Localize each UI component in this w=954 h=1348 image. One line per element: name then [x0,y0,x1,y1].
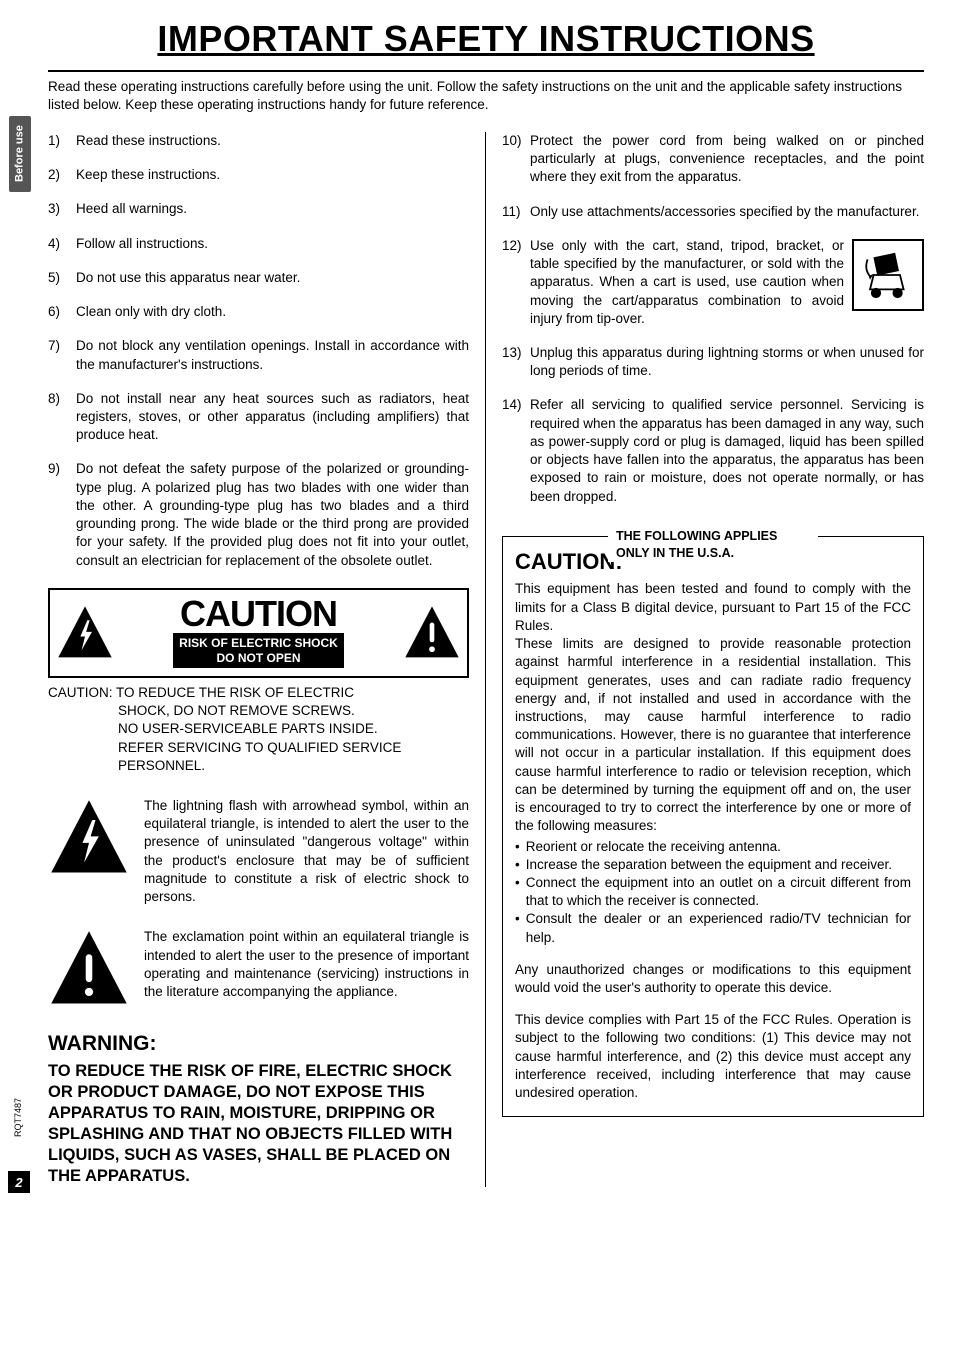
page-title: IMPORTANT SAFETY INSTRUCTIONS [48,15,924,72]
usa-p3: Any unauthorized changes or modification… [515,961,911,997]
list-text: Unplug this apparatus during lightning s… [530,344,924,380]
instruction-item-12: 12) Use only with the cart, stand, tripo… [502,237,924,328]
caution-sub: RISK OF ELECTRIC SHOCK DO NOT OPEN [173,633,344,668]
list-item: 2)Keep these instructions. [48,166,469,184]
list-item: 3)Heed all warnings. [48,200,469,218]
two-column-layout: 1)Read these instructions.2)Keep these i… [48,132,924,1187]
list-item: 7)Do not block any ventilation openings.… [48,337,469,373]
bullet-item: Consult the dealer or an experienced rad… [515,910,911,946]
fcc-usa-box: THE FOLLOWING APPLIES ONLY IN THE U.S.A.… [502,536,924,1118]
lightning-triangle-icon [48,797,130,879]
list-text: Refer all servicing to qualified service… [530,396,924,505]
section-tab: Before use [9,116,31,192]
page-number: 2 [8,1171,30,1193]
list-item: 5)Do not use this apparatus near water. [48,269,469,287]
usa-legend: THE FOLLOWING APPLIES ONLY IN THE U.S.A. [608,528,818,562]
instruction-list-right-a: 10)Protect the power cord from being wal… [502,132,924,221]
bullet-item: Reorient or relocate the receiving anten… [515,838,911,856]
list-number: 1) [48,132,76,150]
usa-bullets: Reorient or relocate the receiving anten… [515,838,911,947]
list-number: 10) [502,132,530,187]
list-text: Keep these instructions. [76,166,469,184]
exclamation-explain-row: The exclamation point within an equilate… [48,928,469,1010]
caution-center: CAUTION RISK OF ELECTRIC SHOCK DO NOT OP… [122,598,395,668]
list-number: 2) [48,166,76,184]
intro-paragraph: Read these operating instructions carefu… [48,78,924,114]
list-number: 9) [48,460,76,569]
list-text: Do not block any ventilation openings. I… [76,337,469,373]
list-text: Do not install near any heat sources suc… [76,390,469,445]
list-number: 4) [48,235,76,253]
warning-block: WARNING: TO REDUCE THE RISK OF FIRE, ELE… [48,1030,469,1187]
list-text: Only use attachments/accessories specifi… [530,203,924,221]
list-text: Follow all instructions. [76,235,469,253]
list-text: Do not use this apparatus near water. [76,269,469,287]
list-item: 8)Do not install near any heat sources s… [48,390,469,445]
list-item: 6)Clean only with dry cloth. [48,303,469,321]
list-item: 10)Protect the power cord from being wal… [502,132,924,187]
list-number: 12) [502,237,530,328]
list-number: 5) [48,269,76,287]
document-code: RQT7487 [12,1098,24,1137]
list-text: Protect the power cord from being walked… [530,132,924,187]
caution-plate: CAUTION RISK OF ELECTRIC SHOCK DO NOT OP… [48,588,469,678]
list-item: 1)Read these instructions. [48,132,469,150]
list-text: Use only with the cart, stand, tripod, b… [530,237,844,328]
list-number: 3) [48,200,76,218]
list-text: Heed all warnings. [76,200,469,218]
warning-body: TO REDUCE THE RISK OF FIRE, ELECTRIC SHO… [48,1061,469,1188]
instruction-list-right-b: 13)Unplug this apparatus during lightnin… [502,344,924,506]
list-text: Clean only with dry cloth. [76,303,469,321]
right-column: 10)Protect the power cord from being wal… [486,132,924,1187]
list-text: Read these instructions. [76,132,469,150]
list-item: 11)Only use attachments/accessories spec… [502,203,924,221]
list-item: 9)Do not defeat the safety purpose of th… [48,460,469,569]
list-number: 13) [502,344,530,380]
instruction-list-left: 1)Read these instructions.2)Keep these i… [48,132,469,570]
list-number: 6) [48,303,76,321]
list-number: 7) [48,337,76,373]
list-item: 4)Follow all instructions. [48,235,469,253]
list-item: 13)Unplug this apparatus during lightnin… [502,344,924,380]
usa-p1: This equipment has been tested and found… [515,580,911,635]
warning-heading: WARNING: [48,1030,469,1058]
left-column: 1)Read these instructions.2)Keep these i… [48,132,486,1187]
usa-p4: This device complies with Part 15 of the… [515,1011,911,1102]
exclamation-desc: The exclamation point within an equilate… [144,928,469,1010]
list-number: 14) [502,396,530,505]
lightning-explain-row: The lightning flash with arrowhead symbo… [48,797,469,906]
exclamation-triangle-icon [48,928,130,1010]
lightning-triangle-icon [56,604,114,662]
lightning-desc: The lightning flash with arrowhead symbo… [144,797,469,906]
bullet-item: Increase the separation between the equi… [515,856,911,874]
exclamation-triangle-icon [403,604,461,662]
list-item: 14)Refer all servicing to qualified serv… [502,396,924,505]
bullet-item: Connect the equipment into an outlet on … [515,874,911,910]
cart-tipover-icon [852,239,924,311]
caution-word: CAUTION [122,598,395,630]
caution-text-block: CAUTION: TO REDUCE THE RISK OF ELECTRIC … [48,684,469,775]
list-text: Do not defeat the safety purpose of the … [76,460,469,569]
usa-p2: These limits are designed to provide rea… [515,635,911,835]
list-number: 8) [48,390,76,445]
list-number: 11) [502,203,530,221]
